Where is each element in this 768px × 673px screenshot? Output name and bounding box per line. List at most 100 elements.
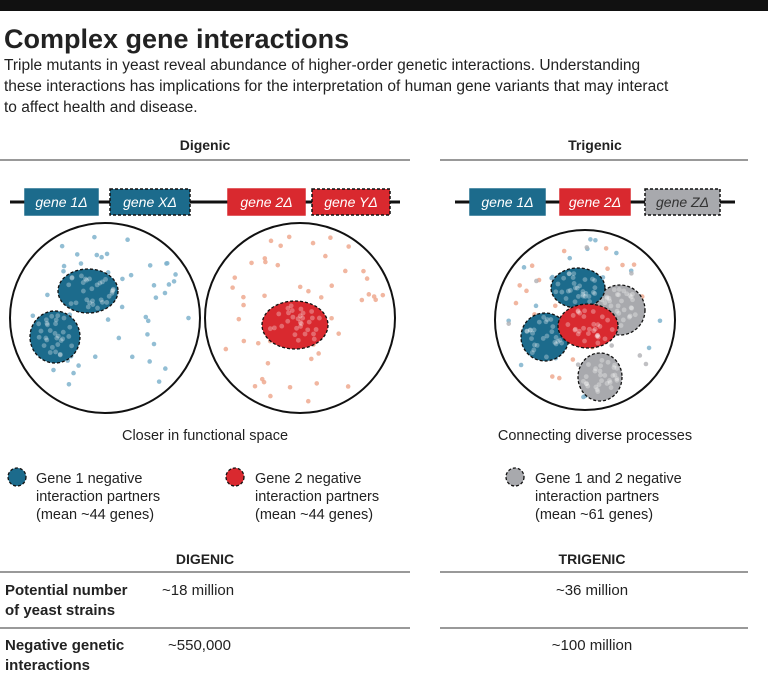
gene-dot xyxy=(637,353,643,358)
gene-box xyxy=(311,188,391,216)
legend-text: interaction partners xyxy=(36,489,160,505)
cluster-dot xyxy=(572,326,578,332)
cluster-dot xyxy=(587,299,592,304)
cluster-dot xyxy=(553,335,559,340)
cluster-dot xyxy=(110,286,116,292)
cluster-dot xyxy=(608,385,614,390)
gene-dot xyxy=(61,268,66,274)
cluster-dot xyxy=(584,381,589,387)
gene-dot xyxy=(323,253,328,259)
cluster-dot xyxy=(69,274,75,280)
cluster-dot xyxy=(553,289,559,295)
cluster-dot xyxy=(529,336,534,342)
row-label: Negative genetic xyxy=(5,637,124,654)
gene-dot xyxy=(297,284,303,290)
gene-dot xyxy=(166,282,172,287)
cluster-dot xyxy=(311,331,316,337)
cluster-dot xyxy=(585,383,591,389)
cluster-dot xyxy=(309,315,315,321)
cluster-dot xyxy=(306,319,312,325)
cluster-dot xyxy=(582,294,588,299)
cluster-dot xyxy=(615,303,621,309)
cluster-dot xyxy=(575,309,581,315)
cluster-dot xyxy=(572,299,578,305)
cluster-dot xyxy=(89,286,95,292)
gene-dot xyxy=(99,254,104,260)
cluster-dot xyxy=(630,297,635,303)
cluster-dot xyxy=(595,333,601,338)
table-cell: ~550,000 xyxy=(168,637,231,654)
cluster-dot xyxy=(630,291,635,297)
cluster-dot xyxy=(295,316,301,322)
gene-dot xyxy=(361,268,366,274)
gene-dot xyxy=(171,279,177,284)
cluster-dot xyxy=(45,322,50,328)
table-cell: ~100 million xyxy=(552,637,632,654)
cluster-dot xyxy=(47,328,53,333)
gene-dot xyxy=(533,303,539,309)
gene-dot xyxy=(129,354,135,360)
cluster-dot xyxy=(620,317,626,323)
title: Complex gene interactions xyxy=(4,24,349,54)
cluster-dot xyxy=(555,281,561,287)
gene-label: gene YΔ xyxy=(324,194,378,210)
cluster-dot xyxy=(614,292,620,297)
gene-dot xyxy=(549,275,554,281)
legend-icon xyxy=(7,467,27,487)
gene-dot xyxy=(506,321,512,326)
cluster-dot xyxy=(79,273,84,279)
table-column: DIGENIC xyxy=(176,551,234,567)
cluster-dot xyxy=(612,362,617,368)
cluster-dot xyxy=(540,336,546,341)
cluster-dot xyxy=(529,350,535,356)
legend-text: Gene 1 negative xyxy=(36,471,142,487)
gene-dot xyxy=(643,361,649,367)
gene-dot xyxy=(153,295,159,300)
cluster-dot xyxy=(591,328,597,334)
cluster-dot xyxy=(43,317,49,323)
cluster-dot xyxy=(80,288,86,294)
cluster-dot xyxy=(305,327,311,333)
subtitle-line: these interactions has implications for … xyxy=(4,78,669,95)
cluster-dot xyxy=(611,287,617,293)
cluster-dot xyxy=(44,320,50,326)
cluster-dot xyxy=(557,337,563,343)
gene-dot xyxy=(343,268,348,274)
cluster-dot xyxy=(608,303,614,309)
cluster-dot xyxy=(590,309,596,314)
cluster-dot xyxy=(577,310,583,316)
gene-label: gene 1Δ xyxy=(481,194,533,210)
cluster-dot xyxy=(572,327,578,333)
gene-dot xyxy=(534,278,539,284)
cluster-dot xyxy=(73,300,79,306)
cluster-dot xyxy=(53,317,59,323)
cluster-dot xyxy=(100,299,105,305)
cluster-dot xyxy=(559,340,565,346)
cluster-dot xyxy=(598,363,604,369)
cluster-dot xyxy=(602,336,608,342)
cluster-dot xyxy=(581,325,586,331)
gene-dot xyxy=(371,294,377,299)
cluster-dot xyxy=(536,319,542,325)
table-cell: ~18 million xyxy=(162,582,234,599)
cluster-dot xyxy=(95,305,100,311)
gene-label: gene XΔ xyxy=(123,194,177,210)
cluster-dot xyxy=(295,337,301,343)
gene-dot xyxy=(275,262,281,268)
cluster-dot xyxy=(530,330,535,336)
gene-dot xyxy=(646,345,652,351)
gene-box xyxy=(24,188,99,216)
cluster-dot xyxy=(595,332,600,338)
cluster-dot xyxy=(575,308,581,314)
cluster-dot xyxy=(606,295,612,301)
gene-dot xyxy=(346,244,351,249)
subtitle-line: Triple mutants in yeast reveal abundance… xyxy=(4,57,640,74)
cluster-dot xyxy=(55,342,61,347)
cluster-dot xyxy=(602,373,608,378)
cluster-dot xyxy=(57,351,63,357)
gene-dot xyxy=(561,248,567,254)
gene-dot xyxy=(329,283,335,289)
gene-label: gene 2Δ xyxy=(569,194,621,210)
cluster-dot xyxy=(285,318,291,324)
